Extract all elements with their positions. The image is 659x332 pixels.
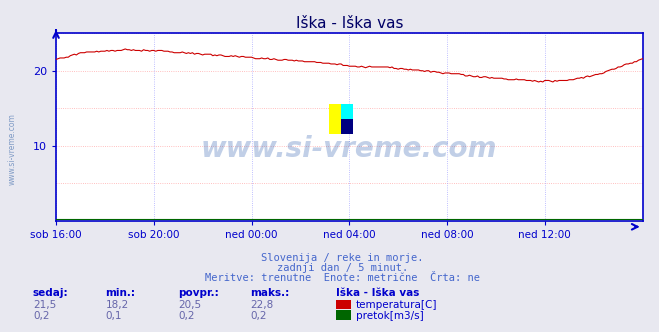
Text: 18,2: 18,2 [105,300,129,310]
Text: Iška - Iška vas: Iška - Iška vas [336,288,420,298]
Text: temperatura[C]: temperatura[C] [356,300,438,310]
Text: 0,2: 0,2 [178,311,194,321]
Text: 21,5: 21,5 [33,300,56,310]
Text: 0,1: 0,1 [105,311,122,321]
Text: Slovenija / reke in morje.: Slovenija / reke in morje. [262,253,424,263]
Text: min.:: min.: [105,288,136,298]
Bar [341,105,353,120]
Text: pretok[m3/s]: pretok[m3/s] [356,311,424,321]
Text: povpr.:: povpr.: [178,288,219,298]
Title: Iška - Iška vas: Iška - Iška vas [295,16,403,31]
Text: www.si-vreme.com: www.si-vreme.com [8,114,17,185]
Text: 20,5: 20,5 [178,300,201,310]
Bar [341,120,353,134]
Text: 22,8: 22,8 [250,300,273,310]
Text: Meritve: trenutne  Enote: metrične  Črta: ne: Meritve: trenutne Enote: metrične Črta: … [205,273,480,283]
Text: 0,2: 0,2 [250,311,267,321]
Text: www.si-vreme.com: www.si-vreme.com [201,135,498,163]
Text: 0,2: 0,2 [33,311,49,321]
Text: maks.:: maks.: [250,288,290,298]
Text: sedaj:: sedaj: [33,288,69,298]
Text: zadnji dan / 5 minut.: zadnji dan / 5 minut. [277,263,409,273]
Bar [329,105,341,134]
